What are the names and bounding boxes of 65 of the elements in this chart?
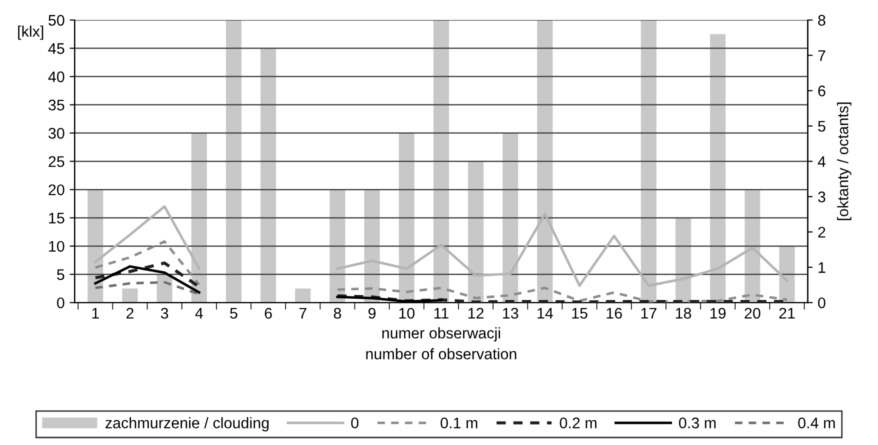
- x-tick-label: 17: [641, 308, 656, 319]
- x-tick-label: 10: [399, 308, 415, 319]
- y2-tick-label: 3: [818, 192, 826, 202]
- y-axis-title: [klx]: [18, 26, 44, 40]
- x-tick-label: 16: [606, 308, 622, 319]
- bar: [191, 133, 207, 303]
- x-tick-label: 7: [299, 308, 306, 319]
- y-tick-label: 45: [48, 43, 64, 54]
- y2-tick-label: 6: [818, 86, 826, 96]
- bar: [122, 288, 138, 303]
- bar: [710, 34, 726, 303]
- legend-label: 0.3 m: [678, 418, 716, 428]
- legend-label: 0: [351, 418, 358, 428]
- y2-tick-label: 5: [818, 121, 826, 132]
- y2-tick-label: 8: [818, 14, 826, 26]
- y-tick-label: 0: [57, 297, 64, 308]
- bar: [502, 133, 518, 303]
- x-axis-title: numer obserwacji number of observation: [366, 327, 516, 360]
- y2-axis-title: [oktanty / octants]: [837, 102, 852, 220]
- x-tick-label: 19: [710, 308, 726, 319]
- y2-tick-label: 0: [818, 297, 826, 308]
- legend-label: 0.4 m: [798, 418, 835, 428]
- x-tick-label: 8: [334, 308, 342, 319]
- y-tick-label: 15: [49, 212, 64, 224]
- bar: [433, 20, 449, 303]
- x-tick-label: 14: [538, 308, 553, 319]
- x-tick-label: 12: [468, 308, 484, 319]
- bar: [468, 161, 484, 303]
- bar: [226, 20, 242, 303]
- y-tick-label: 5: [57, 269, 64, 280]
- x-tick-label: 11: [434, 308, 448, 319]
- x-tick-label: 21: [779, 308, 795, 319]
- x-tick-label: 3: [160, 308, 168, 319]
- x-tick-label: 13: [503, 308, 518, 319]
- y2-tick-label: 7: [818, 50, 826, 61]
- y-tick-label: 10: [49, 240, 64, 252]
- x-tick-label: 9: [368, 308, 376, 319]
- bar: [295, 288, 311, 303]
- y-tick-label: 50: [48, 14, 64, 26]
- y2-tick-label: 4: [818, 156, 826, 167]
- x-tick-label: 20: [744, 308, 760, 319]
- y-tick-label: 25: [48, 156, 64, 167]
- x-tick-label: 6: [264, 308, 272, 319]
- bar: [640, 20, 656, 303]
- x-tick-label: 2: [126, 308, 134, 319]
- y-tick-label: 40: [48, 71, 64, 82]
- legend-label: 0.1 m: [440, 418, 478, 428]
- bar: [537, 20, 553, 303]
- y-tick-label: 20: [48, 184, 64, 196]
- x-tick-label: 1: [92, 308, 99, 319]
- legend-label: 0.2 m: [560, 418, 596, 428]
- bar: [744, 190, 760, 303]
- legend-label: zachmurzenie / clouding: [105, 417, 269, 432]
- bar: [260, 48, 276, 303]
- y2-tick-label: 1: [818, 262, 826, 273]
- x-tick-label: 18: [676, 308, 692, 319]
- x-tick-label: 15: [572, 308, 588, 319]
- y-tick-label: 30: [48, 128, 64, 139]
- bar: [779, 246, 795, 303]
- bar: [330, 190, 346, 303]
- bar: [675, 218, 692, 303]
- y-tick-label: 35: [48, 100, 64, 110]
- y2-tick-label: 2: [818, 226, 826, 238]
- x-tick-label: 4: [195, 308, 203, 319]
- x-tick-label: 5: [230, 308, 238, 319]
